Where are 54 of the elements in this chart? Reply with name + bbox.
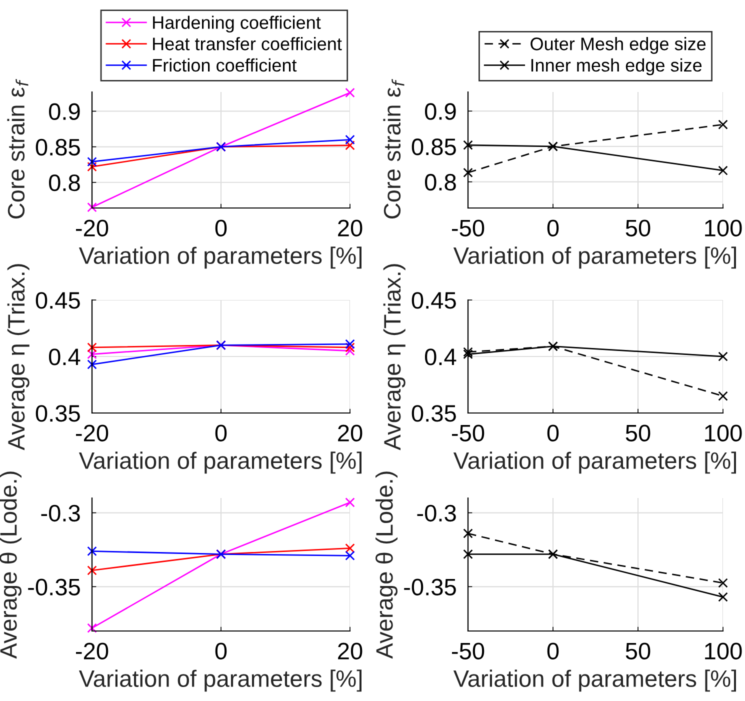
y-tick-label: -0.3: [41, 504, 80, 522]
x-tick-label: 100: [705, 220, 742, 236]
x-tick-label: 20: [338, 220, 362, 236]
x-axis-title: Variation of parameters [%]: [453, 246, 736, 269]
x-tick-label: -20: [76, 424, 108, 442]
x-tick-label: -20: [76, 642, 108, 660]
y-tick-label: 0.35: [36, 405, 80, 422]
x-tick-label: 50: [626, 424, 650, 442]
legend-label: Hardening coefficient: [153, 16, 321, 33]
x-tick-label: -50: [452, 220, 484, 236]
y-tick-label: 0.4: [48, 348, 80, 366]
x-tick-label: -20: [76, 220, 108, 236]
y-tick-label: -0.35: [404, 578, 456, 596]
y-axis-title: Average η (Triax.): [383, 264, 406, 450]
x-tick-label: 100: [705, 642, 742, 660]
x-tick-label: 100: [705, 424, 742, 442]
legend-label: Inner mesh edge size: [531, 58, 702, 76]
y-tick-label: 0.45: [412, 292, 456, 309]
y-tick-label: 0.35: [412, 405, 456, 422]
y-tick-label: 0.8: [48, 174, 80, 192]
x-tick-label: 0: [547, 220, 559, 236]
x-tick-label: 50: [626, 220, 650, 236]
x-tick-label: 20: [338, 424, 362, 442]
y-tick-label: 0.8: [424, 174, 456, 191]
x-tick-label: 0: [215, 220, 227, 236]
y-tick-label: 0.85: [412, 138, 456, 156]
x-axis-title: Variation of parameters [%]: [78, 670, 362, 692]
y-tick-label: -0.3: [417, 504, 456, 522]
y-tick-label: -0.35: [28, 578, 80, 596]
x-tick-label: -50: [452, 424, 484, 442]
legend-label: Outer Mesh edge size: [530, 37, 706, 54]
y-axis-title: Core strain ε$_{f}$: [383, 78, 404, 218]
y-axis-title: Average η (Triax.): [7, 264, 30, 450]
x-tick-label: 20: [338, 642, 362, 660]
x-axis-title: Variation of parameters [%]: [453, 670, 736, 692]
y-tick-label: 0.45: [36, 292, 80, 309]
x-tick-label: 0: [547, 424, 559, 442]
x-tick-label: 50: [626, 642, 650, 660]
y-tick-label: 0.9: [48, 103, 80, 120]
y-tick-label: 0.85: [36, 138, 80, 156]
legend-label: Friction coefficient: [153, 58, 297, 72]
legend-label: Heat transfer coefficient: [153, 37, 342, 50]
y-axis-title: Average θ (Lode.): [376, 472, 398, 659]
y-tick-label: 0.4: [424, 348, 456, 366]
y-axis-title: Average θ (Lode.): [0, 472, 22, 659]
x-tick-label: 0: [547, 642, 559, 660]
x-axis-title: Variation of parameters [%]: [78, 452, 362, 474]
y-tick-label: 0.9: [424, 103, 456, 120]
x-tick-label: 0: [215, 642, 227, 660]
y-axis-title: Core strain ε$_{f}$: [7, 78, 28, 218]
x-tick-label: 0: [215, 424, 227, 442]
x-tick-label: -50: [452, 642, 484, 660]
x-axis-title: Variation of parameters [%]: [78, 246, 362, 269]
x-axis-title: Variation of parameters [%]: [453, 452, 736, 474]
